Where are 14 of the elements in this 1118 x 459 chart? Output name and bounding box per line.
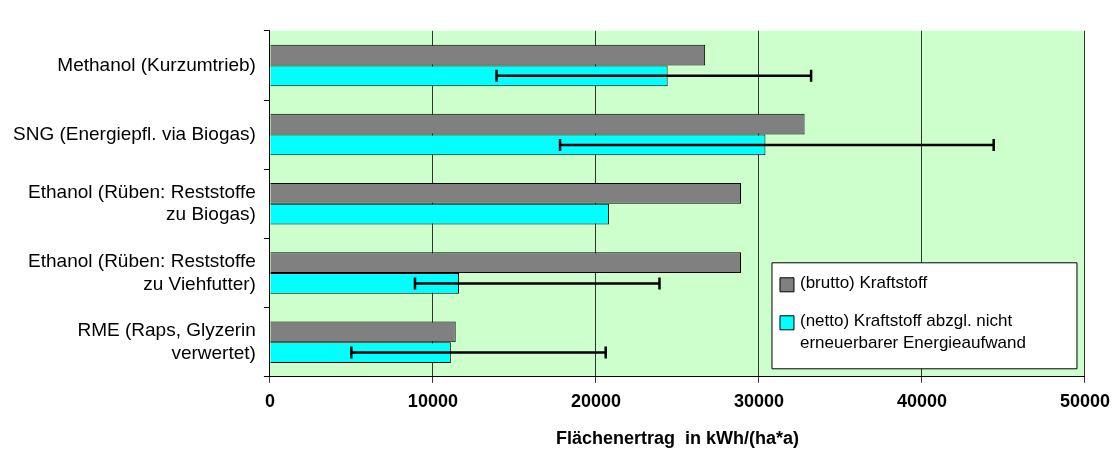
x-tick-label: 20000 bbox=[570, 390, 621, 411]
y-tick-label: Methanol (Kurzumtrieb) bbox=[57, 53, 256, 75]
x-tick-label: 30000 bbox=[733, 390, 784, 411]
x-tick-label: 40000 bbox=[896, 390, 947, 411]
x-tick-label: 10000 bbox=[407, 390, 458, 411]
x-tick-label: 0 bbox=[264, 390, 275, 411]
y-tick-label: SNG (Energiepfl. via Biogas) bbox=[12, 122, 256, 144]
y-tick-label: Ethanol (Rüben: Reststoffe zu Viehfutter) bbox=[28, 249, 256, 294]
x-axis-title: Flächenertrag in kWh/(ha*a) bbox=[555, 428, 799, 449]
y-tick-label: Ethanol (Rüben: Reststoffe zu Biogas) bbox=[28, 180, 256, 225]
legend-label: (brutto) Kraftstoff bbox=[799, 272, 928, 292]
legend-label: (netto) Kraftstoff abzgl. nicht erneuerbarer Energieaufwand bbox=[799, 310, 1026, 352]
y-tick-label: RME (Raps, Glyzerin verwertet) bbox=[77, 319, 256, 363]
x-tick-label: 50000 bbox=[1059, 390, 1110, 411]
